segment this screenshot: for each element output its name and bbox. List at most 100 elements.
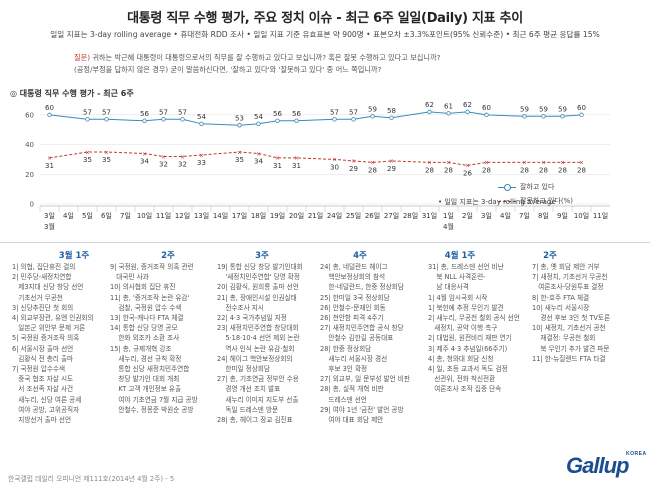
x-tick-label: 12일 xyxy=(175,211,190,220)
data-point-disapprove: × xyxy=(256,151,261,158)
data-label: 59 xyxy=(539,105,548,113)
events-week-1: 1| 의협, 집단휴진 결의 2| 민주당-새정치연합 제3지대 신당 창당 선… xyxy=(12,263,94,425)
data-point-disapprove: × xyxy=(294,155,299,162)
data-label: 58 xyxy=(387,107,396,115)
data-label: 34 xyxy=(254,157,263,165)
data-label: 28 xyxy=(482,166,491,174)
data-label: 60 xyxy=(45,104,54,112)
legend-item-approve: 잘하고 있다 xyxy=(498,180,573,194)
x-tick-label: 27일 xyxy=(384,211,399,220)
data-label: 29 xyxy=(349,165,358,173)
question-line-2: (공정/부정을 답하지 않은 경우) 굳이 말씀하신다면, '잘하고 있다'와 … xyxy=(74,65,382,74)
data-point-approve xyxy=(275,118,280,123)
data-label: 29 xyxy=(387,165,396,173)
rolling-note: • 일일 지표는 3-day rolling average xyxy=(438,198,556,206)
data-point-approve xyxy=(237,123,242,128)
data-point-disapprove: × xyxy=(370,160,375,167)
x-tick-label: 7일 xyxy=(519,211,530,220)
data-label: 53 xyxy=(235,114,244,122)
data-point-disapprove: × xyxy=(541,160,546,167)
data-point-approve xyxy=(370,114,375,119)
events-week-3: 19| 통합 신당 창당 발기인대회 '새정치민주연합' 당명 확정 20| 김… xyxy=(217,263,303,425)
data-label: 57 xyxy=(102,108,111,116)
data-point-approve xyxy=(389,115,394,121)
x-month-label: 4월 xyxy=(443,222,454,231)
data-label: 31 xyxy=(273,162,282,170)
data-point-approve xyxy=(85,117,90,122)
data-point-approve xyxy=(522,114,527,119)
data-label: 54 xyxy=(197,113,206,121)
data-label: 57 xyxy=(178,108,187,116)
x-tick-label: 13일 xyxy=(194,211,209,220)
gallup-logo: Gallup KOREA xyxy=(566,451,646,479)
series-line-disapprove xyxy=(49,151,582,166)
data-point-approve xyxy=(142,118,147,123)
legend-swatch-approve xyxy=(498,184,516,191)
x-tick-label: 10일 xyxy=(137,211,152,220)
data-point-disapprove: × xyxy=(275,155,280,162)
data-label: 60 xyxy=(577,104,586,112)
data-label: 60 xyxy=(482,104,491,112)
x-tick-label: 7일 xyxy=(120,211,131,220)
week-head-4: 4주 xyxy=(353,251,367,261)
week-head-6: 2주 xyxy=(543,251,557,261)
data-point-approve xyxy=(294,118,299,123)
week-head-3: 3주 xyxy=(255,251,269,261)
data-label: 28 xyxy=(520,166,529,174)
footer-source: 한국갤럽 데일리 오피니언 제111호(2014년 4월 2주) - 5 xyxy=(8,475,175,483)
data-label: 57 xyxy=(349,108,358,116)
data-point-disapprove: × xyxy=(351,158,356,165)
data-point-approve xyxy=(560,114,565,119)
data-point-approve xyxy=(427,109,432,115)
data-label: 62 xyxy=(425,101,434,109)
data-label: 28 xyxy=(539,166,548,174)
x-tick-label: 31일 xyxy=(422,211,437,220)
data-point-disapprove: × xyxy=(237,149,242,156)
legend-label-approve: 잘하고 있다 xyxy=(520,183,555,191)
question-label: 질문) xyxy=(74,53,91,62)
events-week-4: 24| 총, 네덜란드 헤이그 핵안보정상회의 참석 한-네덜란드, 한중 정상… xyxy=(320,263,410,425)
page-title: 대통령 직무 수행 평가, 주요 정치 이슈 - 최근 6주 일일(Daily)… xyxy=(127,11,523,26)
x-tick-label: 26일 xyxy=(365,211,380,220)
chart-legend: 잘하고 있다 잘못하고 있다(%) xyxy=(498,180,573,208)
data-label: 62 xyxy=(463,101,472,109)
data-label: 57 xyxy=(83,108,92,116)
data-point-approve xyxy=(161,117,166,122)
data-point-approve xyxy=(579,112,584,118)
data-label: 56 xyxy=(273,110,282,118)
data-label: 32 xyxy=(159,160,168,168)
data-point-disapprove: × xyxy=(389,158,394,165)
data-point-disapprove: × xyxy=(104,149,109,156)
data-point-approve xyxy=(446,111,451,116)
data-label: 56 xyxy=(292,110,301,118)
x-tick-label: 6일 xyxy=(101,211,112,220)
data-label: 28 xyxy=(558,166,567,174)
x-tick-label: 20일 xyxy=(289,211,304,220)
x-month-label: 3월 xyxy=(44,222,55,231)
data-point-approve xyxy=(541,114,546,119)
data-point-disapprove: × xyxy=(579,160,584,167)
data-point-disapprove: × xyxy=(484,160,489,167)
data-point-approve xyxy=(484,112,489,118)
x-tick-label: 21일 xyxy=(308,211,323,220)
y-tick-label: 20 xyxy=(25,171,34,179)
data-label: 28 xyxy=(577,166,586,174)
events-divider xyxy=(0,242,650,243)
chart-title: ◎ 대통령 직무 수행 평가 - 최근 6주 xyxy=(10,89,134,98)
x-tick-label: 9일 xyxy=(557,211,568,220)
data-label: 31 xyxy=(292,162,301,170)
data-point-disapprove: × xyxy=(522,160,527,167)
x-tick-label: 14일 xyxy=(213,211,228,220)
x-tick-label: 11일 xyxy=(593,211,608,220)
data-point-disapprove: × xyxy=(199,152,204,159)
data-label: 61 xyxy=(444,102,453,110)
data-label: 34 xyxy=(140,157,149,165)
data-label: 28 xyxy=(444,166,453,174)
data-point-approve xyxy=(351,117,356,122)
x-tick-label: 18일 xyxy=(251,211,266,220)
logo-text: Gallup xyxy=(566,453,629,478)
data-label: 35 xyxy=(102,156,111,164)
x-tick-label: 4일 xyxy=(500,211,511,220)
data-point-approve xyxy=(180,117,185,122)
legend-item-disapprove: 잘못하고 있다(%) xyxy=(498,194,573,208)
